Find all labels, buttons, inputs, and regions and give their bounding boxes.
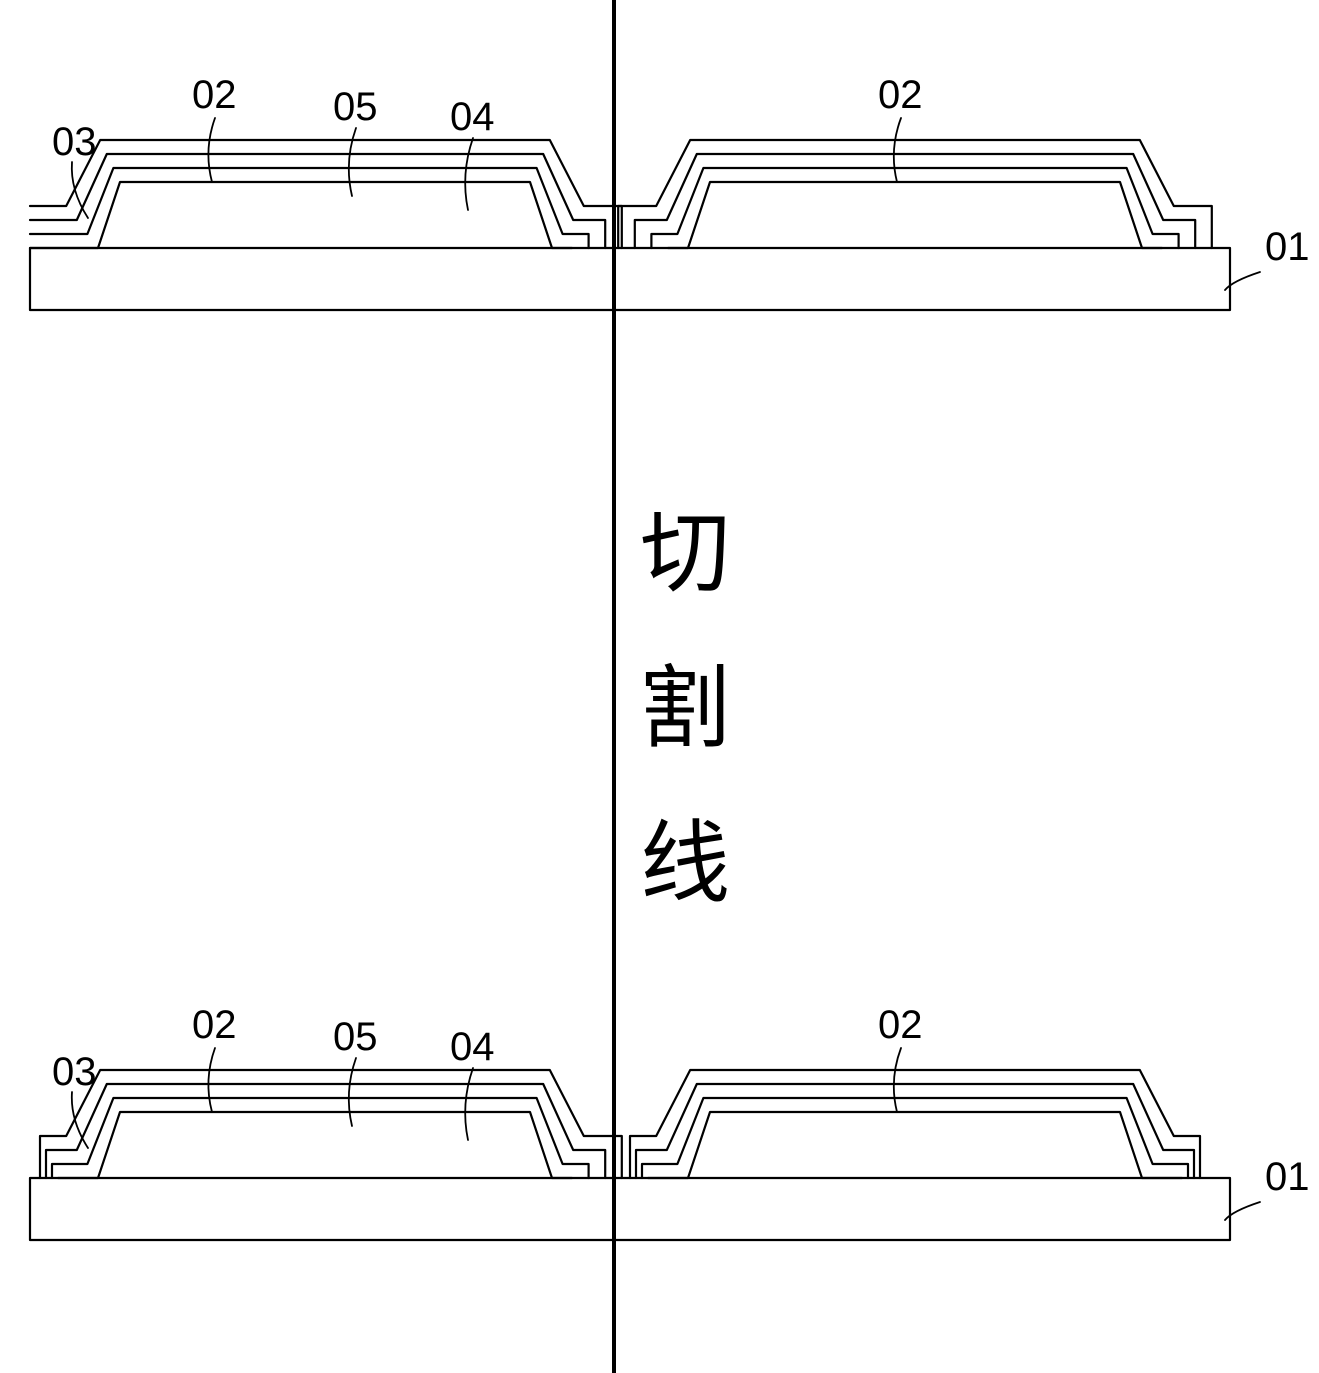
cutting-line-label-char: 线: [640, 790, 730, 920]
callout-label: 04: [450, 1025, 495, 1069]
callout-label: 05: [333, 1015, 378, 1059]
callout-label: 02: [192, 1003, 237, 1047]
callout-label: 03: [52, 1050, 97, 1094]
callout-label: 02: [878, 73, 923, 117]
callout-label: 04: [450, 95, 495, 139]
callout-label: 02: [878, 1003, 923, 1047]
callout-label: 02: [192, 73, 237, 117]
cutting-line-label-char: 割: [640, 635, 730, 765]
callout-label: 03: [52, 120, 97, 164]
diagram-container: 03 02 05 04 02 01 03 02 05 04 02 01 切割线: [0, 0, 1319, 1373]
callout-label: 01: [1265, 1155, 1310, 1199]
cutting-line-label-char: 切: [640, 480, 730, 610]
callout-label: 05: [333, 85, 378, 129]
callout-label: 01: [1265, 225, 1310, 269]
